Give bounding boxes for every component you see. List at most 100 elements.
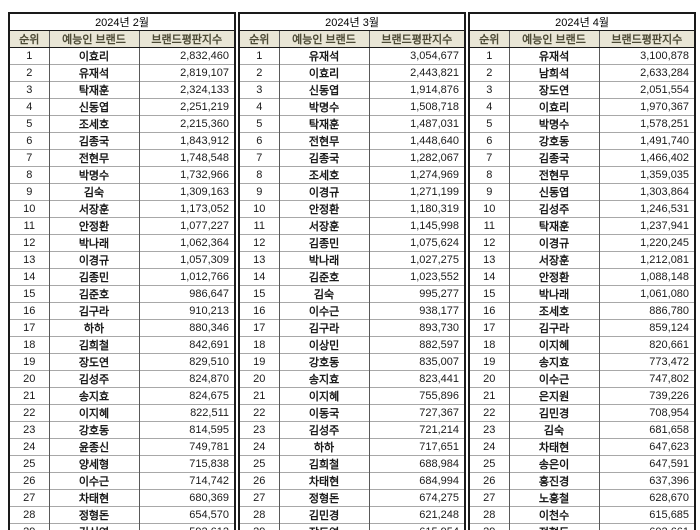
name-cell: 전현무 [278,132,370,150]
name-cell: 전현무 [48,149,139,167]
name-cell: 이상민 [278,336,370,354]
name-cell: 이효리 [48,47,139,65]
rank-cell: 9 [239,183,280,201]
name-cell: 차태현 [48,489,139,507]
name-cell: 김종국 [48,132,139,150]
table-row: 5 박명수 1,578,251 [469,115,696,133]
name-cell: 이천수 [508,506,600,524]
value-cell: 2,832,460 [138,47,236,65]
ranking-table: 2024년 4월 순위 예능인 브랜드 브랜드평판지수 1 유재석 3,100,878 2 남희… [468,12,697,530]
table-row: 15 박나래 1,061,080 [469,285,696,303]
name-cell: 김준호 [48,285,139,303]
table-row: 2 이효리 2,443,821 [239,64,466,82]
rank-cell: 26 [9,472,49,490]
rank-cell: 23 [9,421,49,439]
name-cell: 이경규 [278,183,370,201]
name-cell: 서장훈 [508,251,600,269]
name-cell: 김종민 [278,234,370,252]
value-cell: 1,508,718 [368,98,466,116]
value-cell: 1,061,080 [598,285,696,303]
rank-cell: 11 [239,217,280,235]
table-row: 22 이지혜 822,511 [9,404,236,422]
value-cell: 717,651 [368,438,466,456]
rank-cell: 12 [239,234,280,252]
table-row: 3 장도연 2,051,554 [469,81,696,99]
name-cell: 김희철 [278,455,370,473]
value-cell: 938,177 [368,302,466,320]
rank-cell: 21 [239,387,280,405]
table-row: 1 유재석 3,054,677 [239,47,466,65]
value-cell: 688,984 [368,455,466,473]
rank-cell: 1 [239,47,280,65]
name-cell: 강호동 [48,421,139,439]
name-cell: 신동엽 [278,81,370,99]
rank-cell: 22 [9,404,49,422]
rank-cell: 17 [469,319,510,337]
name-cell: 유재석 [508,47,600,65]
rank-cell: 20 [239,370,280,388]
name-cell: 김민경 [508,404,600,422]
table-row: 29장도연615,954 [239,523,466,530]
table-row: 9 김숙 1,309,163 [9,183,236,201]
value-cell: 1,246,531 [598,200,696,218]
table-row: 13 박나래 1,027,275 [239,251,466,269]
column-header-rank: 순위 [239,30,280,48]
name-cell: 김성주 [278,421,370,439]
value-cell: 1,466,402 [598,149,696,167]
table-row: 11 안정환 1,077,227 [9,217,236,235]
table-row: 26 차태현 684,994 [239,472,466,490]
rank-cell: 5 [239,115,280,133]
rank-cell: 19 [239,353,280,371]
value-cell: 1,012,766 [138,268,236,286]
table-row: 18 이지혜 820,661 [469,336,696,354]
month-title: 2024년 3월 [239,13,466,31]
table-row: 14 김준호 1,023,552 [239,268,466,286]
rank-cell: 8 [239,166,280,184]
table-row: 28 이천수 615,685 [469,506,696,524]
table-row: 27 정형돈 674,275 [239,489,466,507]
value-cell: 1,578,251 [598,115,696,133]
column-header-rank: 순위 [9,30,49,48]
table-row: 14 김종민 1,012,766 [9,268,236,286]
table-row: 8 전현무 1,359,035 [469,166,696,184]
rank-cell: 12 [9,234,49,252]
name-cell: 서장훈 [278,217,370,235]
rank-cell: 27 [9,489,49,507]
rank-cell: 11 [469,217,510,235]
value-cell: 1,237,941 [598,217,696,235]
rank-cell: 15 [9,285,49,303]
rank-cell: 6 [239,132,280,150]
table-row: 13 이경규 1,057,309 [9,251,236,269]
rank-cell: 28 [9,506,49,524]
value-cell: 3,054,677 [368,47,466,65]
value-cell: 882,597 [368,336,466,354]
rank-cell: 2 [9,64,49,82]
rank-cell: 11 [9,217,49,235]
name-cell: 이지혜 [48,404,139,422]
value-cell: 995,277 [368,285,466,303]
table-row: 20 김성주 824,870 [9,370,236,388]
table-row: 9 이경규 1,271,199 [239,183,466,201]
name-cell: 이수근 [278,302,370,320]
name-cell: 장도연 [278,523,370,530]
rank-cell: 6 [9,132,49,150]
rank-cell: 29 [239,523,280,530]
rank-cell: 7 [239,149,280,167]
name-cell: 양세형 [48,455,139,473]
table-row: 7 김종국 1,466,402 [469,149,696,167]
table-row: 23 강호동 814,595 [9,421,236,439]
value-cell: 721,214 [368,421,466,439]
value-cell: 749,781 [138,438,236,456]
rank-cell: 5 [9,115,49,133]
column-header-index: 브랜드평판지수 [368,30,466,48]
rank-cell: 26 [469,472,510,490]
table-row: 6 강호동 1,491,740 [469,132,696,150]
value-cell: 2,051,554 [598,81,696,99]
name-cell: 박명수 [278,98,370,116]
table-row: 10 김성주 1,246,531 [469,200,696,218]
table-row: 2 유재석 2,819,107 [9,64,236,82]
value-cell: 654,570 [138,506,236,524]
table-row: 21 이지혜 755,896 [239,387,466,405]
column-header-rank: 순위 [469,30,510,48]
value-cell: 822,511 [138,404,236,422]
